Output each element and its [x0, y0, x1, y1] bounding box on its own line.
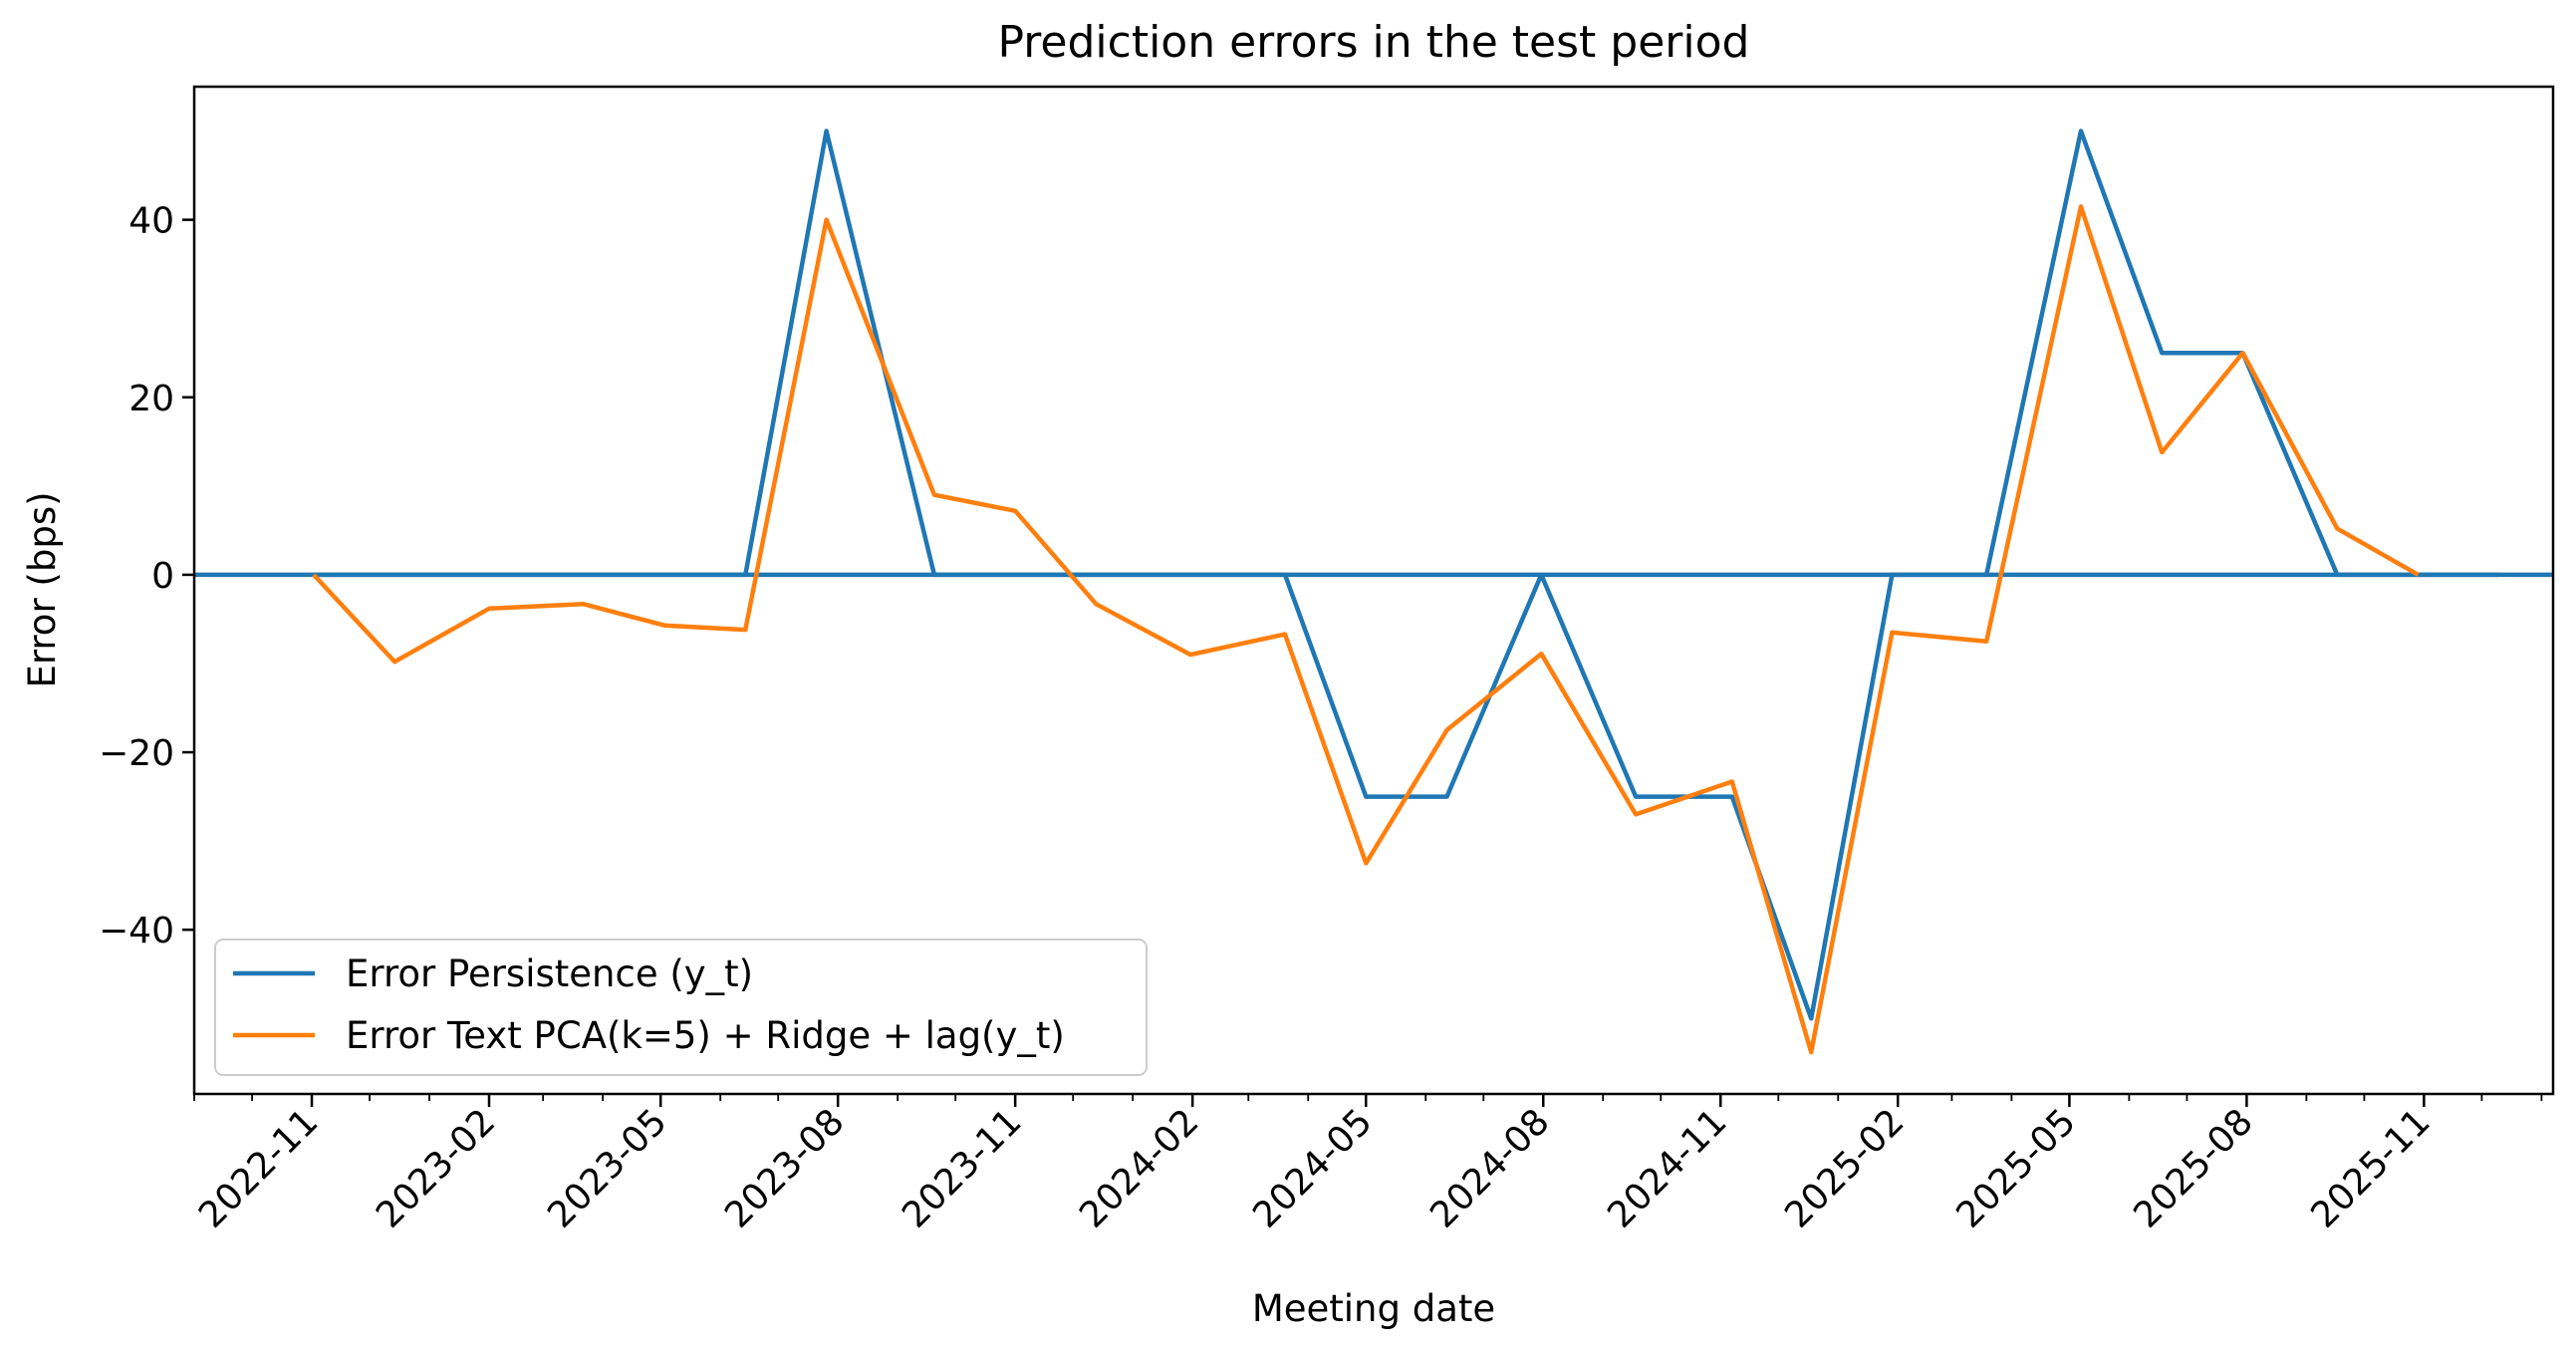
- y-tick-label: 20: [129, 379, 174, 419]
- y-tick-label: 40: [129, 201, 174, 242]
- legend-label-persistence: Error Persistence (y_t): [346, 952, 753, 995]
- y-axis-label: Error (bps): [21, 491, 64, 687]
- plot-lines: [194, 129, 2553, 1055]
- x-tick-label: 2023-11: [895, 1101, 1029, 1235]
- plot-frame: [192, 85, 2555, 1096]
- legend: Error Persistence (y_t) Error Text PCA(k…: [214, 939, 1148, 1076]
- legend-box: [214, 939, 1148, 1076]
- x-tick-label: 2024-02: [1072, 1101, 1206, 1235]
- x-tick-label: 2025-05: [1948, 1101, 2083, 1235]
- y-axis-ticks: −40 −20 0 20 40: [99, 201, 194, 951]
- x-tick-label: 2024-05: [1245, 1101, 1380, 1235]
- chart-title: Prediction errors in the test period: [998, 17, 1750, 68]
- x-tick-label: 2023-05: [540, 1101, 674, 1235]
- x-tick-label: 2025-08: [2126, 1101, 2260, 1235]
- y-tick-label: 0: [151, 556, 174, 597]
- x-axis-ticks: 2022-11 2023-02 2023-05 2023-08 2023-11 2024-…: [191, 1094, 2543, 1236]
- x-tick-label: 2022-11: [191, 1101, 326, 1235]
- x-tick-label: 2024-08: [1422, 1101, 1557, 1235]
- x-axis-label: Meeting date: [1252, 1287, 1495, 1330]
- legend-label-text-pca: Error Text PCA(k=5) + Ridge + lag(y_t): [346, 1014, 1065, 1057]
- series-line-1: [312, 204, 2420, 1055]
- y-tick-label: −20: [99, 733, 174, 774]
- x-tick-label: 2025-02: [1777, 1101, 1912, 1235]
- x-tick-label: 2024-11: [1600, 1101, 1734, 1235]
- y-tick-label: −40: [99, 911, 174, 951]
- x-tick-label: 2023-08: [717, 1101, 852, 1235]
- x-tick-label: 2023-02: [369, 1101, 503, 1235]
- x-tick-label: 2025-11: [2303, 1101, 2438, 1235]
